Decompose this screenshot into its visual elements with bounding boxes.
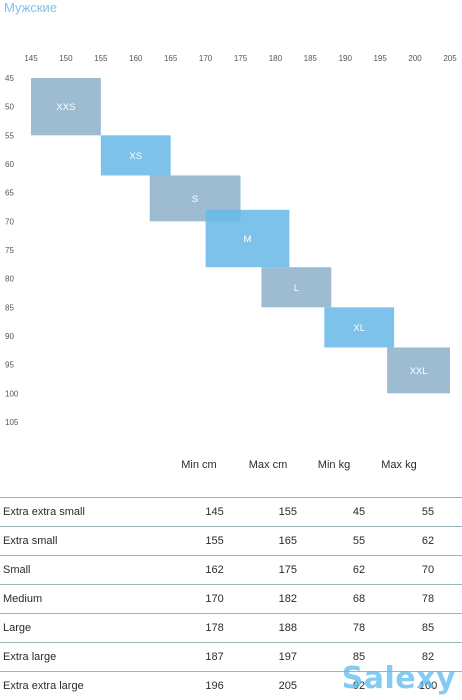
row-value-max-cm: 205	[251, 671, 324, 700]
y-tick-label: 80	[5, 275, 14, 284]
x-tick-label: 165	[164, 54, 178, 63]
header-min-cm: Min cm	[181, 459, 217, 471]
row-value-min-cm: 196	[177, 671, 252, 700]
row-value-max-cm: 175	[251, 555, 324, 585]
x-tick-label: 155	[94, 54, 108, 63]
row-value-min-cm: 162	[177, 555, 252, 585]
table-row: Small 162 175 62 70	[0, 555, 462, 585]
y-tick-label: 95	[5, 361, 14, 370]
row-value-min-cm: 155	[177, 526, 252, 556]
row-value-max-kg: 82	[394, 642, 462, 672]
y-tick-label: 90	[5, 332, 14, 341]
page-title: Мужские	[4, 0, 57, 15]
table-row: Large 178 188 78 85	[0, 613, 462, 643]
row-value-max-cm: 197	[251, 642, 324, 672]
header-max-cm: Max cm	[248, 459, 288, 471]
row-value-min-cm: 170	[177, 584, 252, 614]
row-value-min-kg: 92	[323, 671, 395, 700]
y-tick-label: 105	[5, 418, 19, 427]
x-tick-label: 160	[129, 54, 143, 63]
row-value-max-cm: 155	[251, 497, 324, 527]
row-value-max-kg: 62	[394, 526, 462, 556]
size-box-label: XXS	[56, 102, 75, 113]
size-box-label: L	[294, 283, 299, 294]
x-tick-label: 145	[24, 54, 38, 63]
row-value-min-kg: 45	[323, 497, 395, 527]
size-box-label: XS	[129, 151, 142, 162]
table-row: Extra extra small 145 155 45 55	[0, 497, 462, 527]
row-size-name: Extra extra large	[0, 671, 178, 700]
y-tick-label: 65	[5, 189, 14, 198]
row-value-min-kg: 85	[323, 642, 395, 672]
size-box-xxs	[31, 78, 101, 136]
size-chart: 145 150 155 160 165 170 175 180 185 190 195 200 205 4…	[5, 54, 457, 427]
row-value-min-kg: 55	[323, 526, 395, 556]
x-tick-label: 150	[59, 54, 73, 63]
row-value-min-cm: 178	[177, 613, 252, 643]
size-box-xl	[324, 307, 395, 348]
table-header: Min cm Max cm Min kg Max kg	[0, 459, 462, 475]
row-size-name: Extra extra small	[0, 497, 178, 527]
row-size-name: Extra large	[0, 642, 178, 672]
size-box-l	[261, 267, 332, 308]
row-size-name: Large	[0, 613, 178, 643]
row-value-min-kg: 78	[323, 613, 395, 643]
size-box-label: XXL	[410, 366, 428, 377]
row-size-name: Extra small	[0, 526, 178, 556]
row-size-name: Small	[0, 555, 178, 585]
size-box-xs	[100, 135, 171, 176]
row-value-max-kg: 100	[394, 671, 462, 700]
row-value-max-kg: 85	[394, 613, 462, 643]
x-tick-label: 190	[339, 54, 353, 63]
size-box-xxl	[387, 347, 450, 394]
x-tick-label: 195	[373, 54, 387, 63]
row-value-max-cm: 182	[251, 584, 324, 614]
row-size-name: Medium	[0, 584, 178, 614]
table-row: Extra large 187 197 85 82	[0, 642, 462, 672]
header-max-kg: Max kg	[381, 459, 417, 471]
size-box-label: XL	[353, 323, 365, 334]
x-tick-label: 185	[304, 54, 318, 63]
y-tick-label: 100	[5, 389, 19, 398]
size-box-label: S	[192, 194, 198, 205]
watermark-logo: Salexy	[341, 661, 456, 696]
size-box-m	[205, 209, 290, 268]
size-box-label: M	[244, 234, 252, 245]
y-tick-label: 60	[5, 160, 14, 169]
y-tick-label: 45	[5, 74, 14, 83]
row-value-max-cm: 188	[251, 613, 324, 643]
row-value-min-cm: 187	[177, 642, 252, 672]
x-tick-label: 200	[408, 54, 422, 63]
y-tick-label: 55	[5, 131, 14, 140]
table-row: Medium 170 182 68 78	[0, 584, 462, 614]
row-value-max-cm: 165	[251, 526, 324, 556]
row-value-max-kg: 55	[394, 497, 462, 527]
x-tick-label: 205	[443, 54, 457, 63]
x-tick-label: 180	[269, 54, 283, 63]
x-tick-label: 170	[199, 54, 213, 63]
row-value-min-kg: 68	[323, 584, 395, 614]
row-value-min-cm: 145	[177, 497, 252, 527]
y-tick-label: 75	[5, 246, 14, 255]
y-tick-label: 70	[5, 217, 14, 226]
y-tick-label: 50	[5, 103, 14, 112]
header-min-kg: Min kg	[317, 459, 351, 471]
row-value-max-kg: 70	[394, 555, 462, 585]
row-value-min-kg: 62	[323, 555, 395, 585]
row-value-max-kg: 78	[394, 584, 462, 614]
size-table: Extra extra small 145 155 45 55 Extra small 15…	[0, 497, 462, 700]
table-row: Extra small 155 165 55 62	[0, 526, 462, 556]
y-tick-label: 85	[5, 303, 14, 312]
table-row: Extra extra large 196 205 92 100	[0, 671, 462, 700]
x-tick-label: 175	[234, 54, 248, 63]
